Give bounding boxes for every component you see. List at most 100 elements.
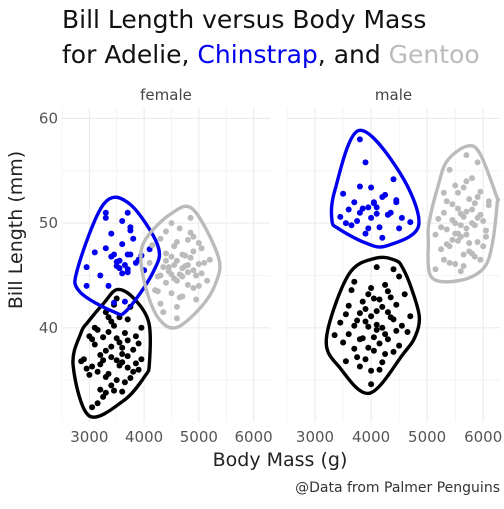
point-adelie — [89, 363, 96, 370]
point-chinstrap — [373, 210, 380, 217]
point-gentoo — [457, 222, 464, 229]
point-gentoo — [435, 215, 442, 222]
point-adelie — [119, 388, 126, 395]
point-adelie — [86, 371, 93, 378]
point-gentoo — [483, 233, 489, 240]
point-adelie — [387, 314, 394, 321]
point-chinstrap — [348, 222, 355, 229]
point-chinstrap — [379, 194, 386, 200]
x-axis-label: Body Mass (g) — [213, 449, 348, 471]
title-chinstrap-word: Chinstrap — [197, 40, 317, 69]
point-adelie — [351, 345, 358, 352]
point-chinstrap — [130, 235, 137, 242]
point-gentoo — [474, 159, 481, 166]
point-adelie — [94, 400, 101, 407]
hull-gentoo — [139, 204, 222, 330]
point-chinstrap — [132, 259, 139, 266]
point-gentoo — [160, 264, 167, 271]
point-adelie — [345, 331, 352, 338]
chart-title: Bill Length versus Body Mass for Adelie,… — [62, 5, 480, 69]
point-chinstrap — [111, 251, 117, 258]
point-adelie — [130, 346, 137, 353]
point-chinstrap — [362, 159, 369, 166]
x-tick-label: 4000 — [352, 428, 390, 446]
point-adelie — [370, 334, 377, 341]
point-gentoo — [485, 202, 492, 209]
point-gentoo — [195, 261, 202, 267]
point-gentoo — [190, 233, 197, 240]
point-adelie — [105, 370, 112, 377]
point-chinstrap — [365, 204, 372, 211]
point-adelie — [382, 281, 389, 288]
point-adelie — [108, 343, 115, 350]
point-adelie — [376, 296, 383, 303]
point-gentoo — [455, 189, 461, 196]
point-chinstrap — [345, 206, 352, 213]
point-adelie — [97, 352, 104, 358]
facet-panel-male: male 3000 4000 5000 6000 — [286, 86, 502, 446]
point-gentoo — [480, 218, 487, 224]
chart-caption: @Data from Palmer Penguins — [295, 480, 500, 496]
point-adelie — [359, 335, 366, 342]
point-chinstrap — [379, 234, 386, 241]
point-adelie — [373, 308, 380, 315]
point-chinstrap — [121, 298, 128, 305]
point-adelie — [407, 313, 414, 320]
point-adelie — [379, 303, 386, 310]
point-adelie — [368, 313, 375, 320]
point-chinstrap — [102, 245, 109, 252]
point-gentoo — [198, 270, 205, 277]
point-adelie — [396, 273, 403, 280]
point-adelie — [384, 288, 391, 295]
point-gentoo — [438, 246, 445, 253]
point-gentoo — [168, 290, 175, 297]
point-gentoo — [182, 252, 189, 259]
point-gentoo — [179, 273, 186, 280]
point-gentoo — [463, 231, 470, 238]
point-chinstrap — [97, 272, 104, 279]
x-tick-label: 5000 — [180, 428, 218, 446]
point-gentoo — [480, 243, 487, 250]
point-gentoo — [204, 277, 211, 284]
point-gentoo — [477, 188, 484, 195]
x-tick-label: 5000 — [408, 428, 446, 446]
point-chinstrap — [340, 190, 347, 197]
title-gentoo-word: Gentoo — [389, 40, 480, 69]
point-gentoo — [463, 178, 470, 185]
y-tick-label: 60 — [39, 109, 58, 127]
point-gentoo — [171, 262, 178, 268]
point-adelie — [354, 317, 361, 324]
point-adelie — [111, 387, 117, 394]
point-gentoo — [460, 251, 467, 258]
point-adelie — [135, 366, 142, 373]
point-gentoo — [452, 182, 459, 189]
point-gentoo — [165, 264, 172, 271]
hull-chinstrap — [329, 128, 421, 249]
x-tick-label: 3000 — [296, 428, 334, 446]
point-gentoo — [466, 240, 473, 246]
point-adelie — [108, 354, 115, 361]
point-chinstrap — [111, 299, 117, 306]
facet-panels: female 3000 4000 5000 6000 40 50 60 male 3000 4000… — [39, 86, 502, 446]
point-chinstrap — [113, 258, 120, 265]
point-adelie — [119, 359, 126, 366]
point-adelie — [132, 333, 139, 340]
point-adelie — [356, 310, 363, 317]
point-chinstrap — [407, 219, 414, 226]
point-chinstrap — [127, 227, 134, 234]
point-chinstrap — [376, 224, 383, 231]
point-adelie — [97, 386, 104, 393]
point-gentoo — [449, 236, 456, 243]
point-gentoo — [201, 259, 208, 266]
point-gentoo — [168, 271, 175, 278]
point-gentoo — [474, 194, 481, 200]
point-chinstrap — [368, 184, 375, 191]
point-adelie — [393, 301, 400, 308]
hull-adelie — [324, 255, 422, 395]
point-adelie — [127, 375, 134, 381]
point-gentoo — [474, 239, 481, 245]
point-gentoo — [190, 267, 197, 274]
facet-label: female — [140, 86, 192, 104]
point-chinstrap — [91, 249, 98, 256]
